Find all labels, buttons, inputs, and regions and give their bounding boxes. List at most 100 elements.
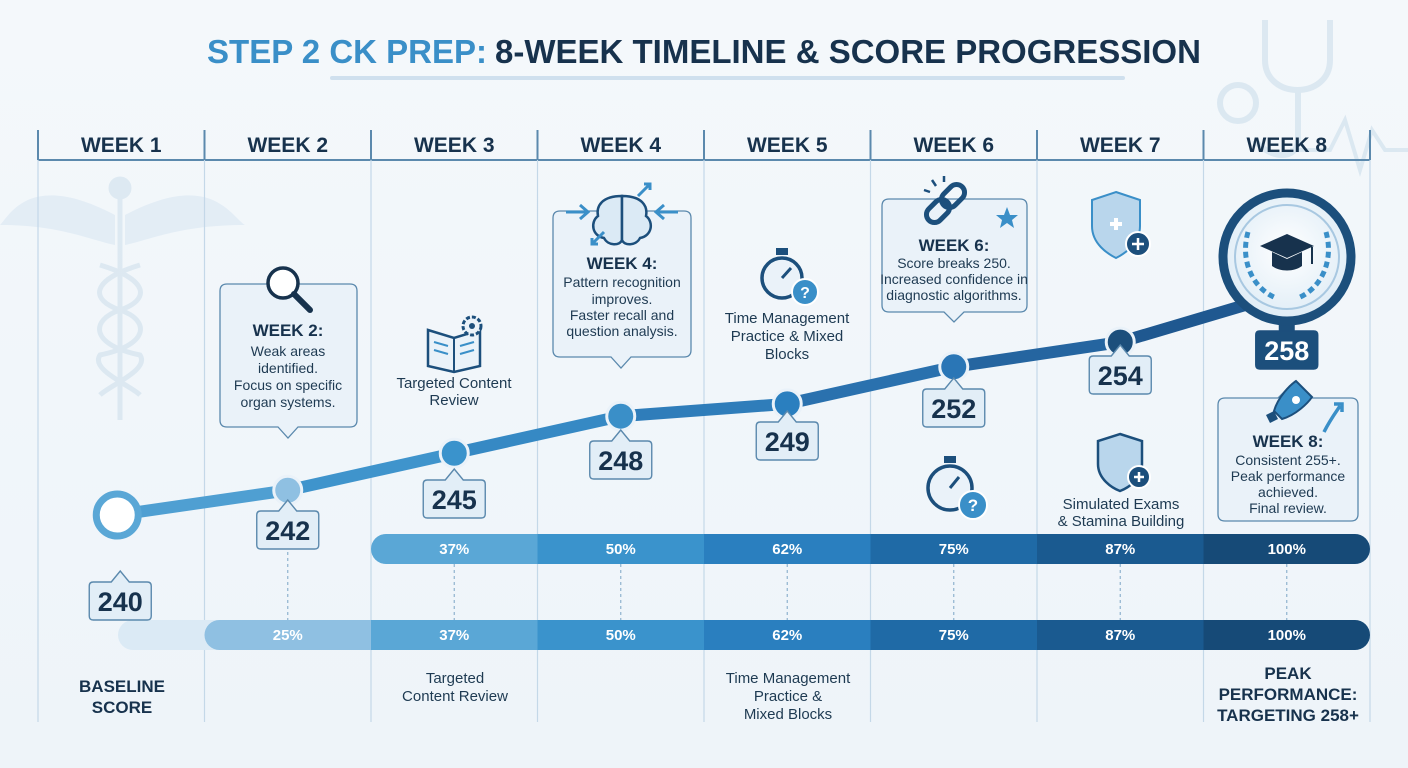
progress-row-1-label: 50% — [606, 541, 636, 558]
score-value: 254 — [1098, 361, 1143, 391]
mid-label-week-5-line: Blocks — [765, 346, 809, 363]
progress-row-1-segment — [537, 534, 705, 564]
page-title: STEP 2 CK PREP: 8-WEEK TIMELINE & SCORE P… — [207, 33, 1201, 70]
stopwatch-icon: ? — [760, 248, 819, 306]
callout-week-6-line: Increased confidence in — [880, 271, 1028, 287]
score-box — [922, 376, 986, 428]
progress-row-2-segment-fill — [219, 620, 371, 650]
progress-row-1-segment — [704, 534, 872, 564]
score-line-segment — [281, 447, 461, 497]
progress-bars: 37% 50% 62% 75% 87% 100% 25% 37% 50% 62% 75% 87% 100… — [118, 534, 1370, 650]
callout-week-4-line: Faster recall and — [570, 307, 674, 323]
score-box — [1088, 343, 1152, 395]
progress-row-1-label: 87% — [1105, 541, 1135, 558]
score-box — [1255, 330, 1319, 370]
week-header: WEEK 2 — [247, 134, 328, 157]
week-header: WEEK 6 — [913, 134, 994, 157]
callout-week-2-line: identified. — [258, 360, 318, 376]
progress-row-1-label: 100% — [1268, 541, 1306, 558]
callout-week-8-line: Final review. — [1249, 500, 1327, 516]
score-point — [605, 400, 637, 432]
graduation-medal-icon — [1218, 188, 1356, 326]
score-point — [438, 437, 470, 469]
bottom-label-week-8-line: TARGETING 258+ — [1217, 706, 1359, 725]
score-point — [938, 351, 970, 383]
score-value: 242 — [265, 516, 310, 546]
progress-row-1-label: 62% — [772, 541, 802, 558]
caduceus-icon — [0, 176, 245, 420]
callout-week-2-line: Focus on specific — [234, 377, 342, 393]
progress-row-2-label: 50% — [606, 627, 636, 644]
callout-week-8-line: Peak performance — [1231, 468, 1346, 484]
score-line-segment — [947, 336, 1127, 373]
week-header: WEEK 4 — [580, 134, 661, 157]
score-line-segment — [781, 360, 960, 410]
score-value: 249 — [765, 427, 810, 457]
score-value: 258 — [1264, 336, 1309, 366]
week-header: WEEK 5 — [747, 134, 828, 157]
callout-week-6-line: diagnostic algorithms. — [886, 287, 1021, 303]
progress-row-1-segment-fill — [1203, 534, 1355, 564]
progress-row-2-segment — [704, 620, 872, 650]
progress-row-1-segment — [870, 534, 1038, 564]
book-gear-icon — [426, 315, 483, 374]
stopwatch-icon: ? — [926, 456, 988, 520]
score-line-segment — [448, 410, 627, 460]
score-labels: 240 242 245 248 249 252 254 258 — [88, 321, 1319, 621]
progress-row-2-segment — [371, 620, 539, 650]
progress-row-2-label: 100% — [1268, 627, 1306, 644]
callout-week-8-title: WEEK 8: — [1253, 432, 1324, 451]
star-icon — [996, 207, 1018, 228]
mid-label-week-5-line: Practice & Mixed — [731, 328, 844, 345]
progress-row-2-label: 62% — [772, 627, 802, 644]
week-header: WEEK 1 — [81, 134, 162, 157]
bottom-label-week-8-line: PEAK — [1264, 664, 1312, 683]
score-line-segment — [614, 397, 794, 423]
progress-row-2-segment — [1037, 620, 1205, 650]
progress-row-2-label: 37% — [439, 627, 469, 644]
bottom-label-week-1-line: BASELINE — [79, 677, 165, 696]
progress-row-2-label: 87% — [1105, 627, 1135, 644]
link-icon — [923, 176, 968, 226]
mid-label-week-7-line: Simulated Exams — [1063, 496, 1180, 513]
progress-row-1-label: 75% — [939, 541, 969, 558]
callout-week-4-line: improves. — [592, 291, 653, 307]
title-underline — [330, 76, 1125, 80]
progress-row-1-segment-fill — [386, 534, 538, 564]
callout-week-4-line: Pattern recognition — [563, 274, 681, 290]
progress-row-2-segment-fill — [1203, 620, 1355, 650]
bottom-label-week-5-line: Time Management — [726, 670, 851, 687]
shield-plus-icon — [1091, 190, 1151, 260]
score-value: 240 — [98, 587, 143, 617]
rocket-icon — [1266, 379, 1314, 423]
progress-row-2-label: 25% — [273, 627, 303, 644]
callout-week-8-line: Consistent 255+. — [1235, 452, 1340, 468]
title-part-1: STEP 2 CK PREP: — [207, 33, 487, 70]
mid-label-week-3-line: Targeted Content — [396, 375, 512, 392]
progress-row-2-label: 75% — [939, 627, 969, 644]
svg-text:?: ? — [968, 496, 978, 515]
week-header: WEEK 8 — [1246, 134, 1327, 157]
bottom-label-week-3-line: Content Review — [402, 688, 508, 705]
arrow-up-icon — [1322, 402, 1344, 433]
bottom-label-week-1-line: SCORE — [92, 698, 152, 717]
score-box — [256, 498, 320, 550]
week-header: WEEK 3 — [414, 134, 495, 157]
progress-row-1-segment — [1037, 534, 1205, 564]
bottom-label-week-8-line: PERFORMANCE: — [1219, 685, 1358, 704]
mid-label-week-3-line: Review — [429, 392, 478, 409]
score-point — [92, 490, 142, 540]
callout-week-2-title: WEEK 2: — [253, 321, 324, 340]
bottom-label-week-5-line: Practice & — [754, 688, 822, 705]
progress-row-1-label: 37% — [439, 541, 469, 558]
brain-icon — [566, 182, 678, 246]
callout-week-8-line: achieved. — [1258, 484, 1318, 500]
callout-week-4: WEEK 4: Pattern recognition improves. Fa… — [552, 182, 692, 369]
week-header: WEEK 7 — [1080, 134, 1161, 157]
score-box — [88, 569, 152, 621]
callout-week-2-line: organ systems. — [241, 394, 336, 410]
mid-label-week-5-line: Time Management — [725, 310, 850, 327]
progress-row-2-segment — [870, 620, 1038, 650]
score-box — [755, 409, 819, 461]
